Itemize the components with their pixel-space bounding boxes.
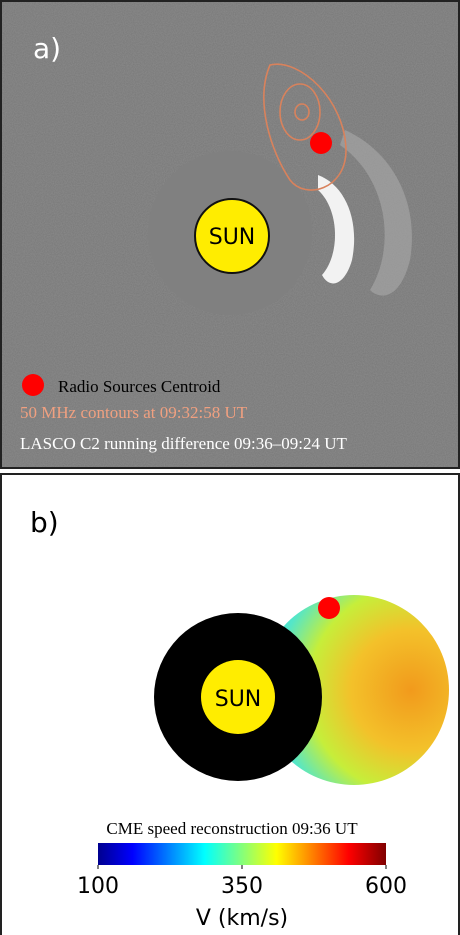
page: {"panel_a": {"label": "a)", "sun_label":… bbox=[0, 0, 460, 935]
radio-centroid bbox=[310, 132, 332, 154]
radio-centroid bbox=[318, 597, 340, 619]
sun-label: SUN bbox=[215, 687, 262, 712]
legend-image-text: LASCO C2 running difference 09:36–09:24 … bbox=[20, 434, 348, 453]
legend-marker-text: Radio Sources Centroid bbox=[58, 377, 221, 396]
colorbar-tick-label: 600 bbox=[365, 874, 407, 899]
panel-label: b) bbox=[30, 506, 59, 539]
colorbar-tick-label: 350 bbox=[221, 874, 263, 899]
colorbar-tick-label: 100 bbox=[77, 874, 119, 899]
colorbar bbox=[98, 843, 386, 865]
legend-marker bbox=[22, 374, 44, 396]
colorbar-label: V (km/s) bbox=[196, 906, 288, 931]
caption: CME speed reconstruction 09:36 UT bbox=[106, 819, 358, 838]
sun-label: SUN bbox=[209, 225, 256, 250]
legend-contours-text: 50 MHz contours at 09:32:58 UT bbox=[20, 403, 248, 422]
figure: SUN a) Radio Sources Centroid 50 MHz con… bbox=[0, 0, 460, 935]
panel-b: b) SUN CME speed reconstruction 09:36 UT… bbox=[1, 474, 459, 935]
panel-label: a) bbox=[33, 32, 61, 65]
panel-a: SUN a) Radio Sources Centroid 50 MHz con… bbox=[1, 1, 459, 468]
